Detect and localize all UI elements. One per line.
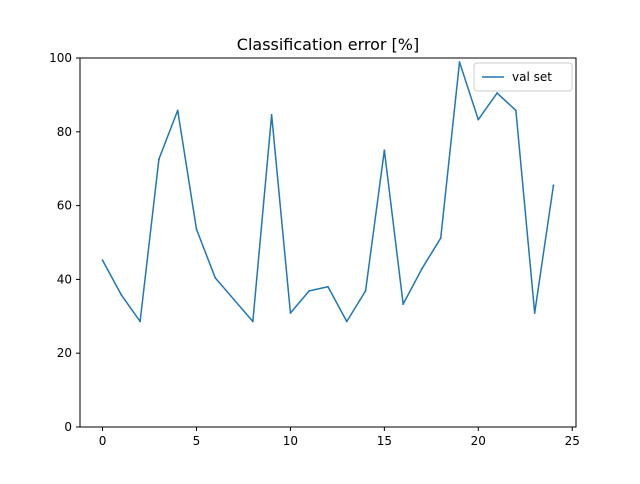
data-point	[514, 109, 517, 112]
data-point	[477, 118, 480, 121]
data-point	[214, 277, 217, 279]
data-point	[345, 320, 348, 323]
x-tick-label: 5	[193, 434, 201, 448]
data-point	[120, 293, 123, 296]
x-tick-label: 10	[283, 434, 298, 448]
data-point	[552, 184, 555, 187]
y-tick-label: 80	[57, 125, 72, 139]
legend-label: val set	[512, 70, 552, 84]
data-point	[158, 158, 160, 161]
y-tick-label: 60	[57, 199, 72, 213]
plot-series	[101, 61, 555, 323]
y-tick-label: 20	[57, 346, 72, 360]
data-point	[327, 285, 329, 288]
axes-frame	[79, 57, 577, 428]
data-point	[402, 303, 405, 306]
data-point	[195, 228, 198, 231]
data-point	[308, 289, 311, 292]
data-point	[439, 237, 442, 239]
data-point	[496, 92, 498, 94]
legend-box	[473, 62, 573, 92]
data-point	[458, 61, 461, 63]
series-line	[101, 61, 555, 323]
y-axis-ticks: 0 20 40 60 80 100	[49, 51, 80, 434]
chart-title: Classification error [%]	[237, 35, 419, 54]
data-point	[270, 113, 273, 116]
legend: val set	[473, 62, 573, 92]
y-tick-label: 100	[49, 51, 72, 65]
x-tick-label: 0	[99, 434, 107, 448]
y-tick-label: 0	[64, 420, 72, 434]
data-point	[364, 289, 367, 292]
data-point	[421, 267, 423, 270]
data-point	[101, 259, 104, 262]
x-tick-label: 25	[565, 434, 580, 448]
x-tick-label: 15	[377, 434, 392, 448]
data-point	[139, 320, 142, 323]
data-point	[289, 312, 292, 314]
y-tick-label: 40	[57, 272, 72, 286]
data-point	[251, 320, 254, 323]
x-axis-ticks: 0 5 10 15 20 25	[99, 427, 580, 448]
data-point	[533, 312, 536, 314]
data-point	[383, 149, 386, 152]
x-tick-label: 20	[471, 434, 486, 448]
data-point	[176, 109, 179, 112]
data-point	[233, 298, 235, 301]
